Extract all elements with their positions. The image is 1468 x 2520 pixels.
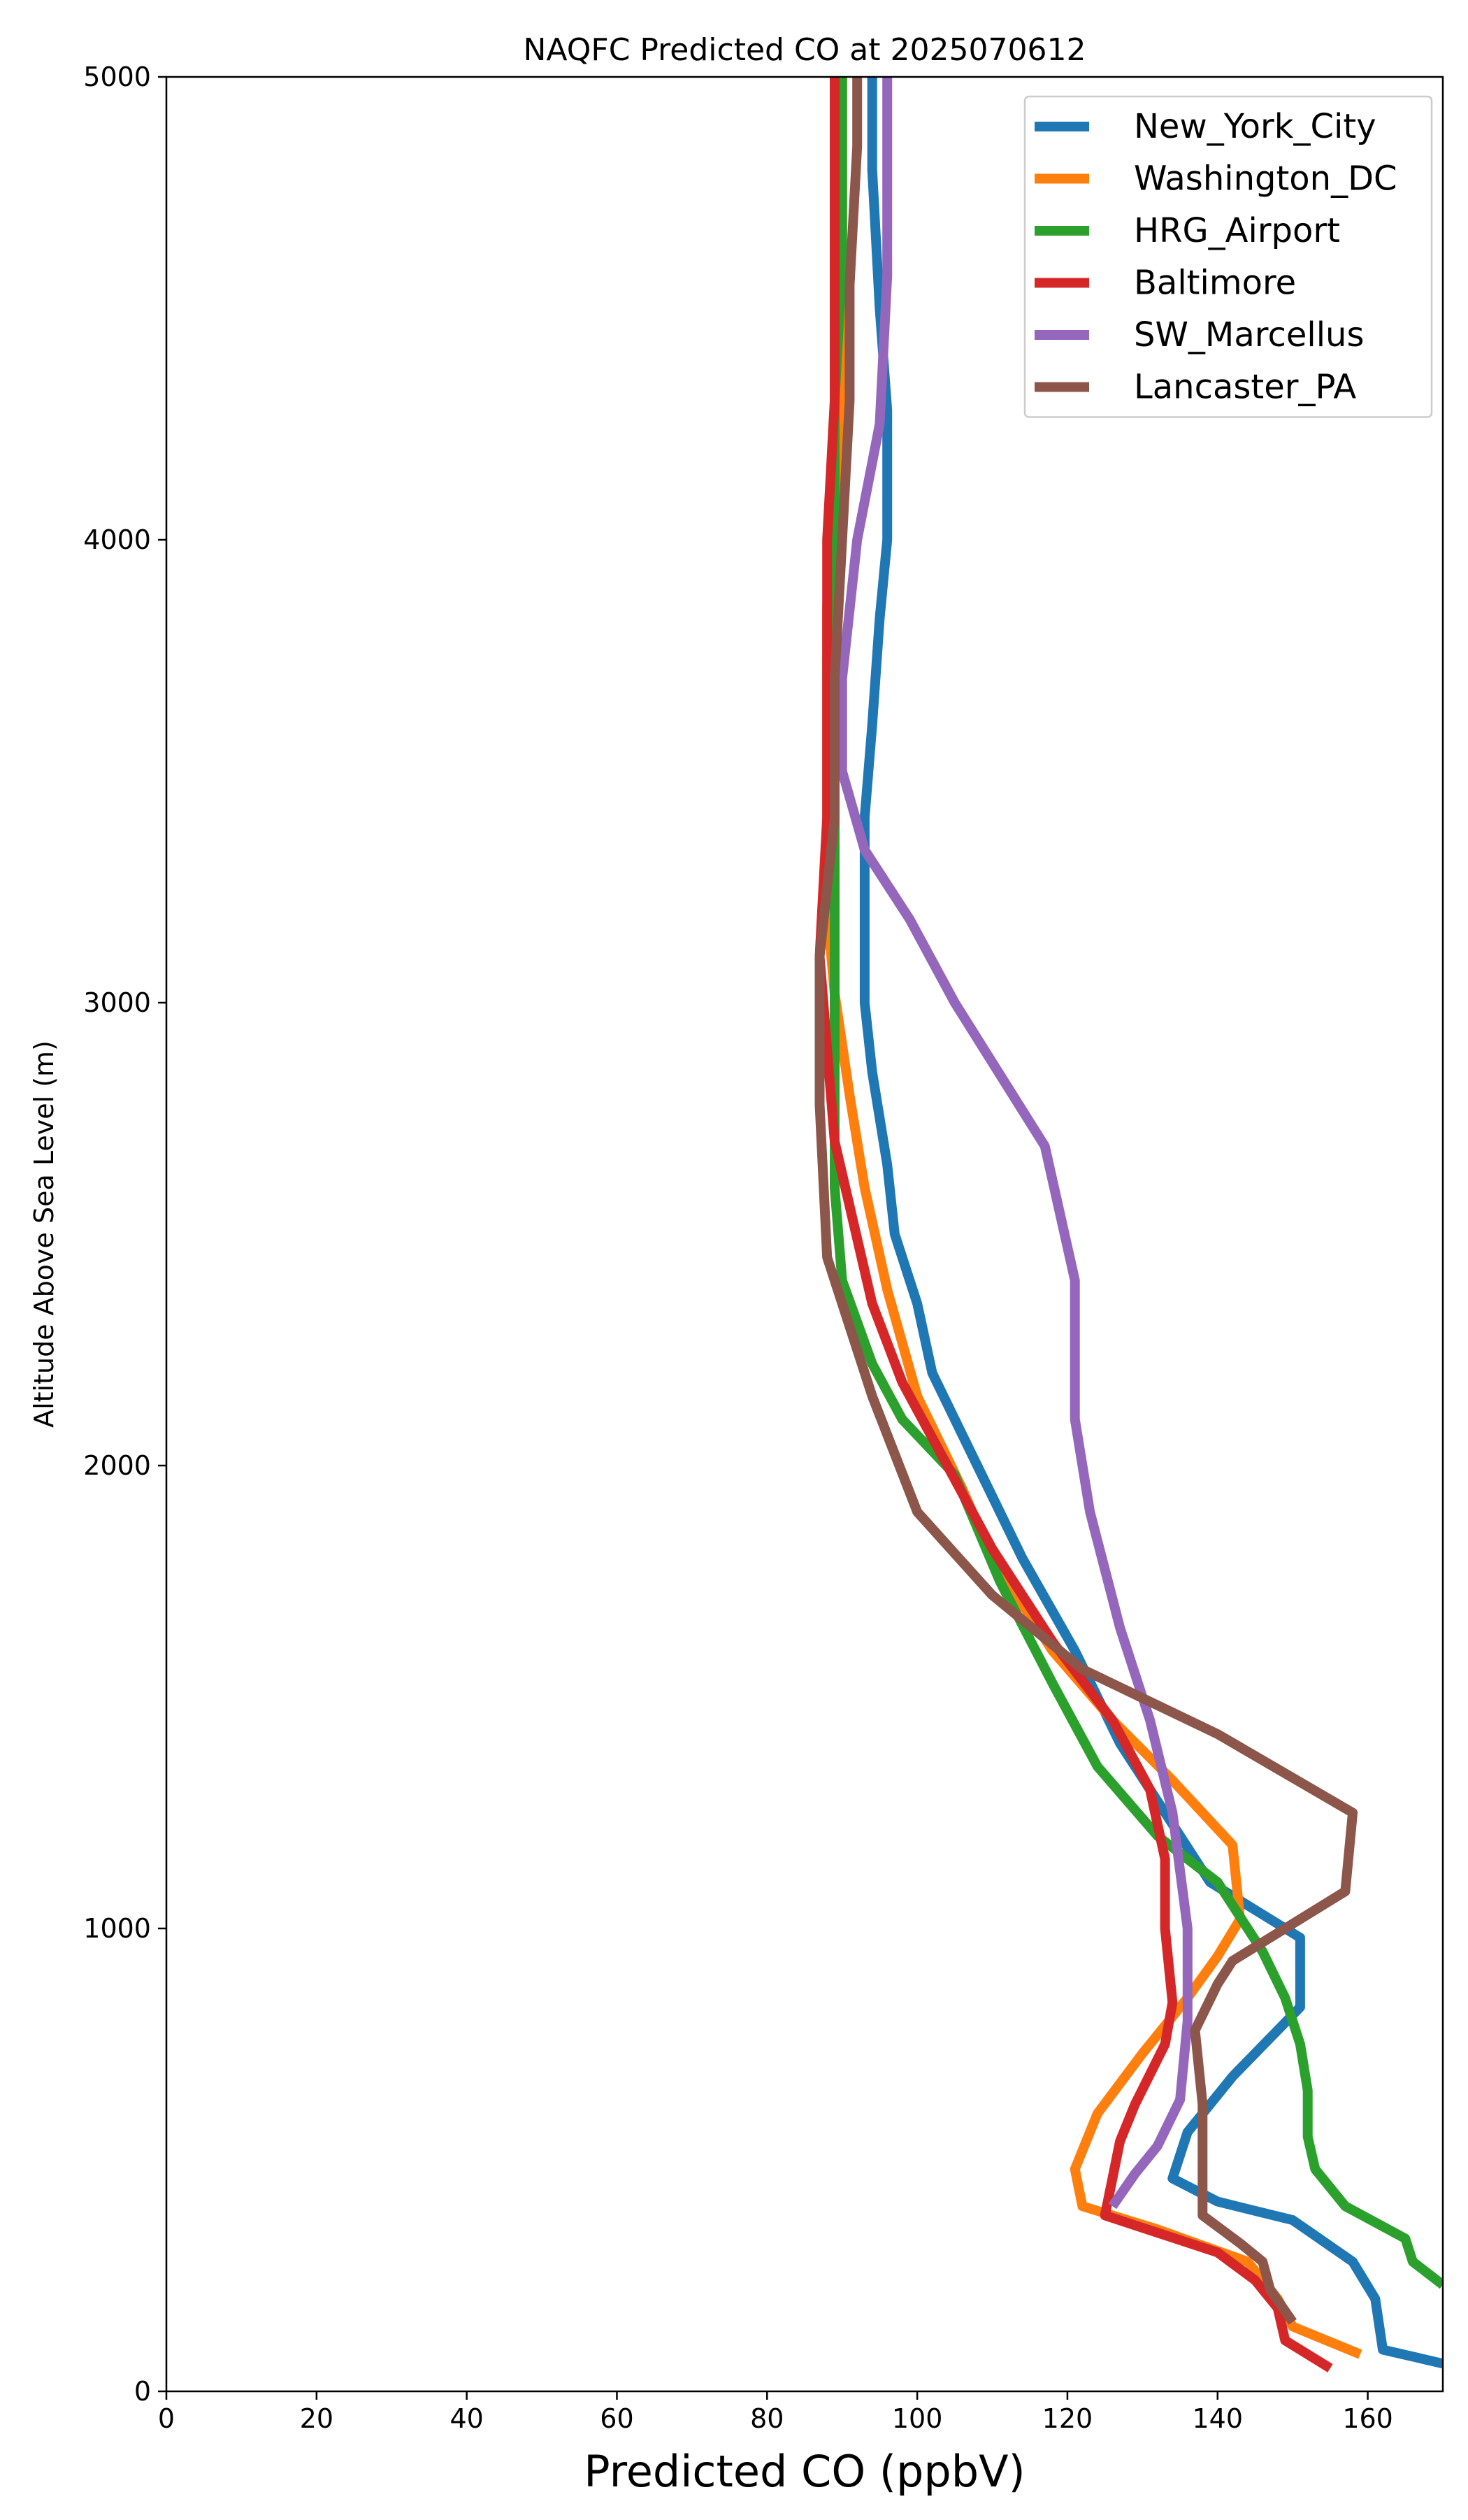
legend-label-baltimore: Baltimore (1134, 264, 1296, 303)
x-axis-label: Predicted CO (ppbV) (584, 2446, 1025, 2497)
y-tick-label: 2000 (83, 1450, 151, 1481)
x-tick-label: 160 (1342, 2403, 1393, 2434)
series-layer (814, 77, 1443, 2372)
y-tick-label: 4000 (83, 524, 151, 555)
x-tick-label: 40 (449, 2403, 483, 2434)
y-axis-label: Altitude Above Sea Level (m) (29, 1040, 59, 1428)
series-line-lancaster-pa (814, 77, 1358, 2325)
x-tick-label: 140 (1192, 2403, 1243, 2434)
x-tick-label: 0 (158, 2403, 175, 2434)
legend: New_York_City Washington_DC HRG_Airport Bal… (1023, 95, 1433, 418)
legend-label-sw-marcellus: SW_Marcellus (1134, 315, 1364, 355)
x-tick-label: 80 (750, 2403, 784, 2434)
x-tick-label: 100 (892, 2403, 943, 2434)
x-tick-label: 120 (1042, 2403, 1093, 2434)
legend-label-lancaster-pa: Lancaster_PA (1134, 368, 1356, 407)
x-axis: 0 20 40 60 80 100 120 140 160 (158, 2391, 1393, 2434)
series-line-sw-marcellus (837, 77, 1193, 2210)
x-tick-label: 20 (300, 2403, 333, 2434)
y-tick-label: 3000 (83, 987, 151, 1018)
legend-label-new-york-city: New_York_City (1134, 107, 1376, 146)
y-tick-label: 1000 (83, 1913, 151, 1944)
legend-label-hrg-airport: HRG_Airport (1134, 211, 1340, 250)
legend-label-washington-dc: Washington_DC (1134, 159, 1397, 199)
legend-box (1023, 95, 1433, 418)
plot-frame (165, 76, 1444, 2393)
series-line-baltimore (814, 77, 1333, 2372)
y-tick-label: 5000 (83, 62, 151, 92)
chart-title: NAQFC Predicted CO at 2025070612 (524, 32, 1086, 68)
y-axis: 0 1000 2000 3000 4000 5000 (83, 62, 166, 2407)
x-tick-label: 60 (600, 2403, 633, 2434)
y-tick-label: 0 (134, 2376, 151, 2407)
